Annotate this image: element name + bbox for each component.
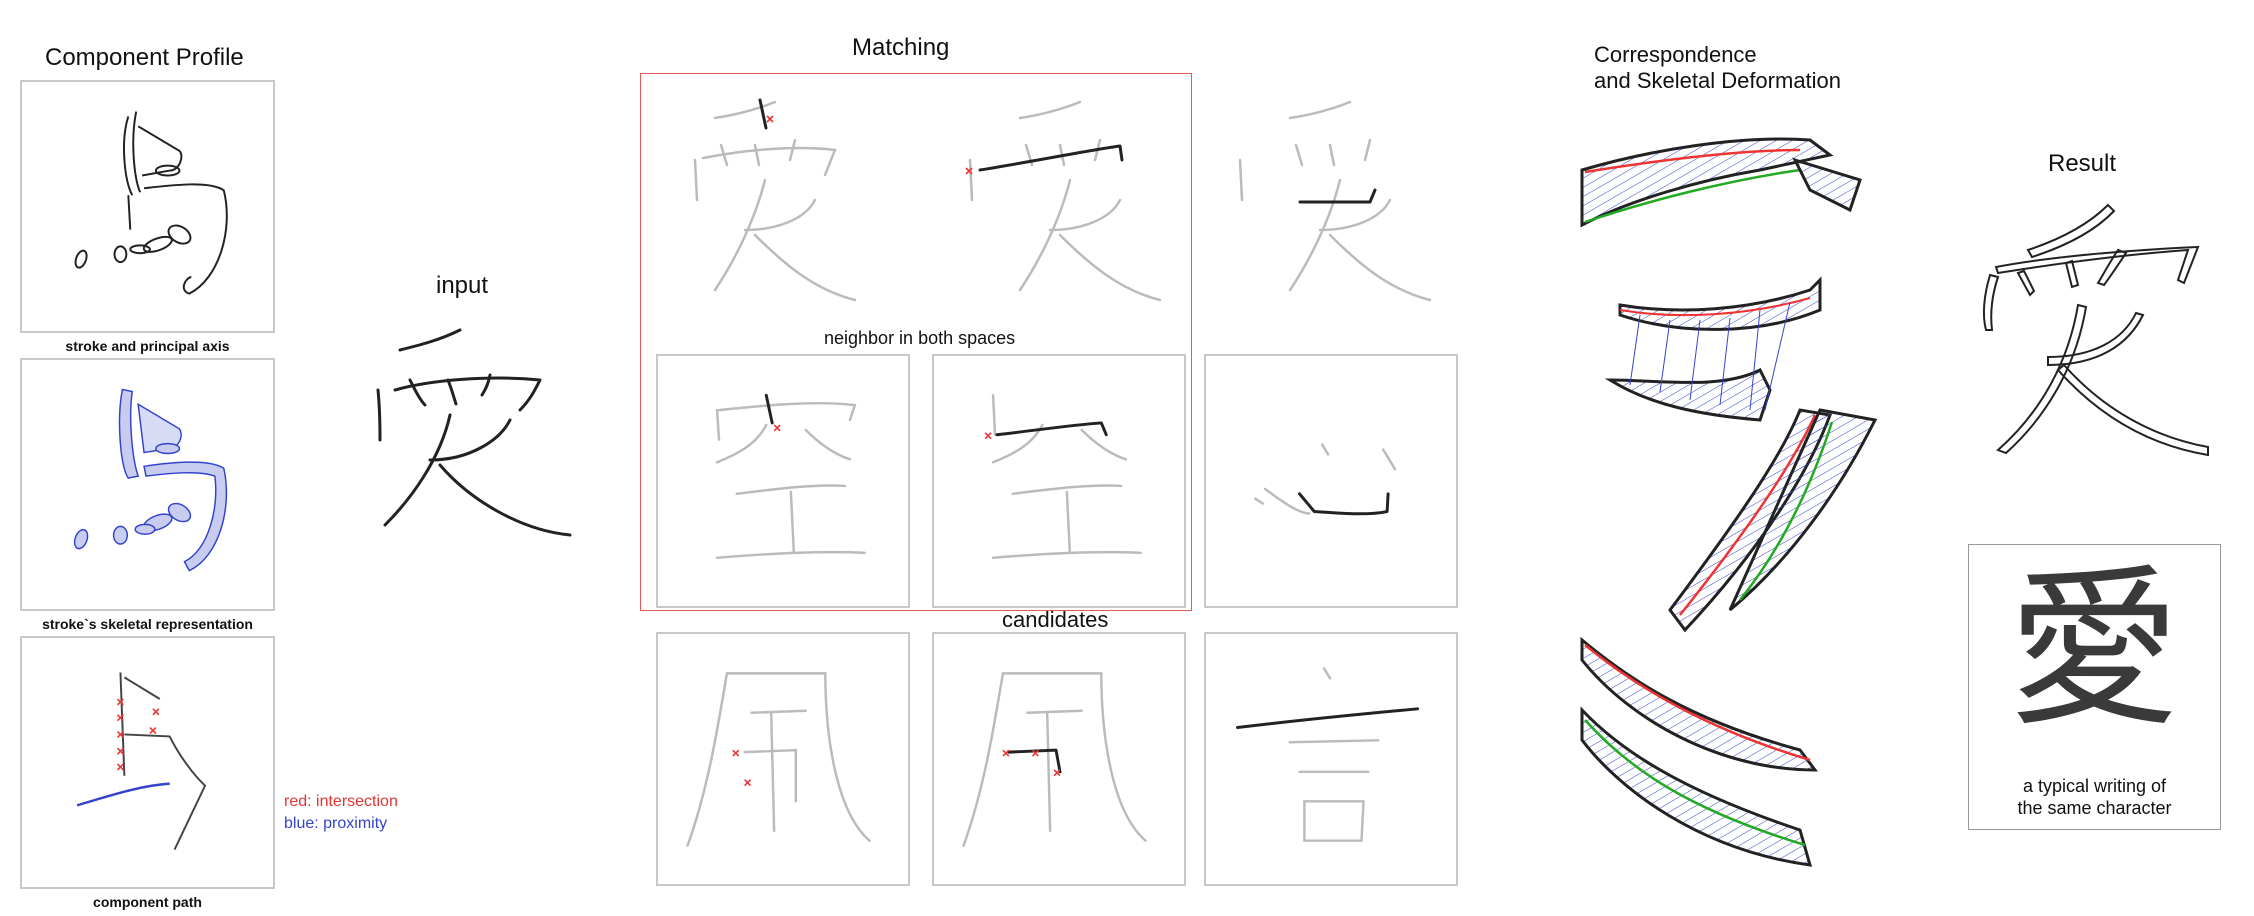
- intersection-marks: [116, 698, 160, 771]
- typical-caption-line-2: the same character: [2017, 798, 2172, 818]
- deformed-stroke-3: [1668, 408, 1878, 633]
- proximity-path: [76, 782, 170, 807]
- deformed-stroke-4: [1580, 636, 1819, 867]
- deformation-title-2: and Skeletal Deformation: [1594, 68, 1842, 93]
- candidate-mid-2: [932, 354, 1186, 608]
- candidate-mid-3: [1204, 354, 1458, 608]
- deformed-stroke-1: [1580, 137, 1862, 228]
- legend-intersection: red: intersection: [284, 793, 398, 810]
- input-character-strokes: [376, 328, 572, 537]
- component-profile-title: Component Profile: [45, 44, 244, 71]
- caption-stroke-axis: stroke and principal axis: [65, 338, 230, 354]
- candidate-bot-3: [1204, 632, 1458, 886]
- candidate-bot-1: [656, 632, 910, 886]
- matching-title: Matching: [852, 34, 950, 61]
- skeletal-representation-panel: [20, 358, 275, 611]
- neighbor-label: neighbor in both spaces: [824, 328, 1016, 348]
- bird-skeletal-mesh: [73, 388, 228, 572]
- bird-component-outline: [74, 111, 228, 295]
- typical-caption-line-1: a typical writing of: [2022, 776, 2167, 796]
- typical-character: 愛: [2008, 549, 2180, 750]
- deformed-stroke-2: [1604, 276, 1822, 422]
- candidate-bot-2: [932, 632, 1186, 886]
- legend-proximity: blue: proximity: [284, 815, 388, 832]
- typical-writing-panel: [1968, 544, 2221, 830]
- stroke-axis-panel: [20, 80, 275, 333]
- deformation-title-1: Correspondence: [1594, 42, 1757, 67]
- caption-component-path: component path: [93, 894, 202, 910]
- skeletal-deformation-figure: [1580, 137, 1878, 867]
- result-title: Result: [2048, 150, 2117, 177]
- candidate-mid-1: [656, 354, 910, 608]
- typical-caption: a typical writing of the same character: [1968, 775, 2221, 819]
- match-top-3: [1238, 100, 1432, 302]
- candidates-label: candidates: [1002, 607, 1109, 632]
- neighbor-frame: [640, 73, 1192, 611]
- match-top-1: [693, 98, 857, 302]
- component-path-panel: [20, 636, 275, 889]
- input-title: input: [436, 272, 489, 299]
- component-path-lines: [76, 672, 207, 851]
- match-top-2: [965, 100, 1162, 302]
- caption-skeletal: stroke`s skeletal representation: [42, 616, 253, 632]
- result-character-outline: [1982, 203, 2209, 457]
